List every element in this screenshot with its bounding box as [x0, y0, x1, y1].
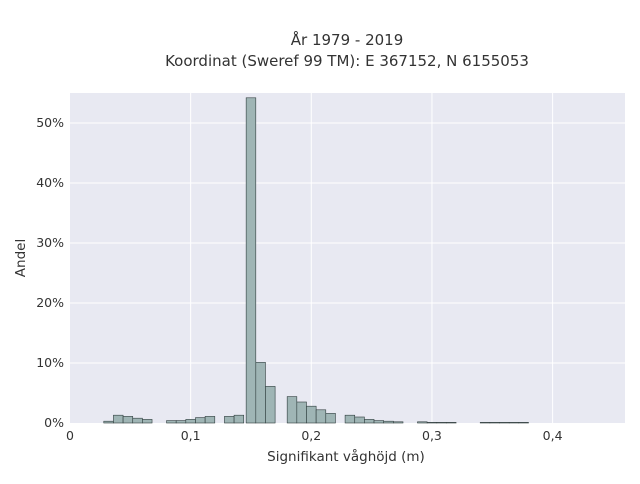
plot-background	[70, 93, 625, 423]
gridlines	[70, 93, 625, 423]
y-axis-title: Andel	[13, 239, 29, 277]
histogram-bar	[518, 422, 529, 424]
y-tick-label: 30%	[36, 235, 64, 250]
histogram-bar	[185, 419, 196, 424]
histogram-bar	[393, 421, 404, 424]
histogram-bar	[233, 414, 245, 424]
y-tick-label: 50%	[36, 115, 64, 130]
x-tick-label: 0,4	[543, 428, 563, 443]
histogram-bar	[325, 413, 336, 424]
histogram-bar	[315, 409, 327, 424]
histogram-bar	[354, 416, 365, 424]
histogram-bar	[436, 422, 447, 424]
histogram-bar	[224, 416, 235, 424]
histogram-bar	[195, 417, 206, 424]
histogram-bar	[204, 416, 216, 424]
histogram-bar	[166, 420, 177, 424]
y-tick-label: 10%	[36, 355, 64, 370]
x-axis-title: Signifikant våghöjd (m)	[267, 448, 425, 465]
histogram-bar	[132, 417, 143, 424]
histogram-bar	[364, 419, 375, 424]
plot-area	[70, 93, 625, 423]
histogram-bar	[489, 422, 500, 424]
histogram-bar	[175, 420, 187, 424]
chart-subtitle: Koordinat (Sweref 99 TM): E 367152, N 61…	[165, 52, 529, 70]
y-tick-label: 0%	[44, 415, 64, 430]
x-tick-label: 0,1	[181, 428, 201, 443]
x-tick-label: 0,2	[301, 428, 321, 443]
y-tick-label: 20%	[36, 295, 64, 310]
histogram-bar	[344, 414, 356, 424]
histogram-bar	[113, 414, 124, 424]
x-tick-label: 0,3	[422, 428, 442, 443]
histogram-bar	[245, 97, 257, 424]
x-tick-label: 0	[66, 428, 74, 443]
x-axis-ticks: 0 0,1 0,2 0,3 0,4	[66, 428, 563, 443]
histogram-bar	[286, 396, 298, 424]
histogram-bar	[417, 421, 428, 424]
histogram-bar	[255, 362, 266, 424]
histogram-bar	[508, 422, 520, 424]
y-tick-label: 40%	[36, 175, 64, 190]
histogram-bar	[142, 419, 153, 424]
histogram-bar	[479, 422, 491, 424]
y-axis-ticks: 0% 10% 20% 30% 40% 50%	[36, 115, 64, 430]
histogram-bar	[373, 420, 384, 424]
histogram-bar	[103, 420, 114, 424]
histogram-bar	[122, 416, 134, 424]
histogram-bar	[296, 401, 307, 424]
histogram-bar	[383, 420, 394, 424]
histogram-bar	[306, 405, 317, 424]
histogram-bars	[103, 97, 529, 424]
histogram-bar	[265, 386, 276, 424]
histogram-bar	[426, 422, 438, 424]
chart-title: År 1979 - 2019	[291, 30, 404, 49]
histogram-bar	[446, 422, 457, 424]
histogram-bar	[499, 422, 510, 424]
